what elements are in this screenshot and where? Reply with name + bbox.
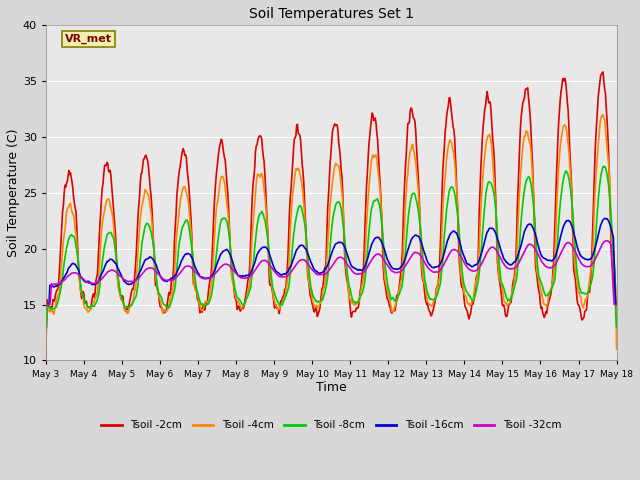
Text: VR_met: VR_met [65,34,112,44]
Title: Soil Temperatures Set 1: Soil Temperatures Set 1 [249,7,413,21]
Y-axis label: Soil Temperature (C): Soil Temperature (C) [7,129,20,257]
X-axis label: Time: Time [316,381,347,394]
Legend: Tsoil -2cm, Tsoil -4cm, Tsoil -8cm, Tsoil -16cm, Tsoil -32cm: Tsoil -2cm, Tsoil -4cm, Tsoil -8cm, Tsoi… [97,416,566,434]
